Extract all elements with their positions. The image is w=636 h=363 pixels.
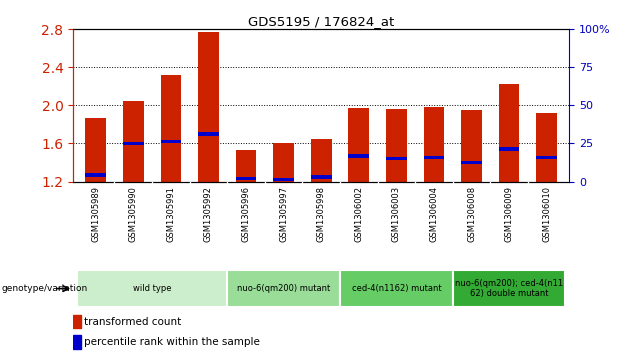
Bar (73, 335, 81, 348)
Bar (160, 75, 181, 182)
Text: GSM1305992: GSM1305992 (204, 186, 213, 242)
Text: GSM1306010: GSM1306010 (542, 186, 551, 242)
Bar (198, 32, 219, 182)
Text: GSM1305990: GSM1305990 (128, 186, 138, 242)
Text: wild type: wild type (133, 284, 171, 293)
Text: ced-4(n1162) mutant: ced-4(n1162) mutant (352, 284, 441, 293)
Text: GSM1306002: GSM1306002 (354, 186, 363, 242)
Title: GDS5195 / 176824_at: GDS5195 / 176824_at (248, 15, 394, 28)
Bar (349, 154, 369, 158)
Bar (461, 161, 482, 164)
Bar (499, 84, 520, 182)
Bar (536, 156, 557, 159)
Text: GSM1306008: GSM1306008 (467, 186, 476, 242)
Text: nuo-6(qm200); ced-4(n11
62) double mutant: nuo-6(qm200); ced-4(n11 62) double mutan… (455, 279, 563, 298)
Text: nuo-6(qm200) mutant: nuo-6(qm200) mutant (237, 284, 330, 293)
Bar (227, 270, 340, 307)
Bar (160, 140, 181, 143)
Text: GSM1305989: GSM1305989 (91, 186, 100, 242)
Bar (453, 270, 565, 307)
Bar (123, 101, 144, 182)
Bar (273, 178, 294, 182)
Bar (236, 150, 256, 182)
Bar (424, 107, 445, 182)
Bar (273, 143, 294, 182)
Text: GSM1305998: GSM1305998 (317, 186, 326, 242)
Bar (340, 270, 453, 307)
Bar (349, 108, 369, 182)
Bar (198, 132, 219, 136)
Bar (461, 110, 482, 182)
Text: GSM1305996: GSM1305996 (242, 186, 251, 242)
Bar (123, 142, 144, 145)
Bar (536, 113, 557, 182)
Bar (73, 315, 81, 329)
Text: GSM1306003: GSM1306003 (392, 186, 401, 242)
Bar (499, 147, 520, 151)
Bar (85, 118, 106, 182)
Bar (85, 173, 106, 177)
Text: percentile rank within the sample: percentile rank within the sample (83, 337, 259, 347)
Text: GSM1306004: GSM1306004 (429, 186, 438, 242)
Bar (386, 109, 406, 182)
Text: transformed count: transformed count (83, 317, 181, 327)
Text: GSM1306009: GSM1306009 (504, 186, 514, 242)
Text: genotype/variation: genotype/variation (1, 284, 88, 293)
Text: GSM1305991: GSM1305991 (167, 186, 176, 242)
Bar (311, 139, 331, 182)
Text: GSM1305997: GSM1305997 (279, 186, 288, 242)
Bar (424, 156, 445, 159)
Bar (236, 177, 256, 180)
Bar (311, 175, 331, 179)
Bar (386, 157, 406, 160)
Bar (77, 270, 227, 307)
